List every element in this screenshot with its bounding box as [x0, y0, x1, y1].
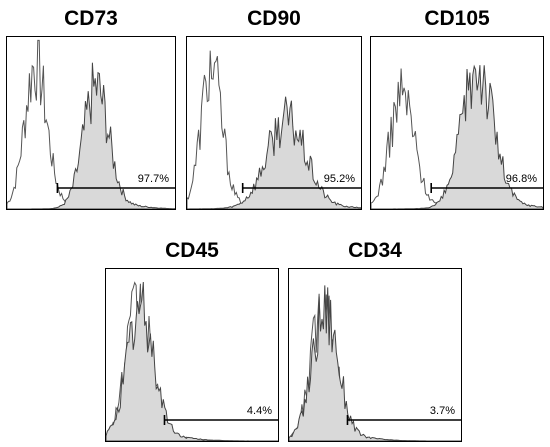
histogram-svg: 96.8%	[371, 64, 543, 209]
gate-percent-label: 97.7%	[138, 173, 169, 185]
panel-title: CD73	[64, 7, 118, 30]
panel-title: CD45	[165, 239, 219, 262]
histogram-svg: 3.7%	[289, 285, 461, 441]
histogram-series-1	[187, 96, 361, 209]
panel-title: CD105	[424, 7, 490, 30]
plot-area: 3.7%	[288, 268, 462, 442]
histogram-svg: 4.4%	[106, 281, 278, 441]
histogram-series-1	[371, 64, 543, 209]
histogram-panel-cd34: CD34 3.7%	[288, 240, 462, 442]
histogram-svg: 97.7%	[7, 39, 175, 209]
histogram-panel-cd73: CD73 97.7%	[6, 8, 176, 210]
histogram-panel-cd105: CD105 96.8%	[370, 8, 544, 210]
plot-area: 95.2%	[186, 36, 362, 210]
plot-area: 97.7%	[6, 36, 176, 210]
gate-percent-label: 95.2%	[324, 173, 355, 185]
gate-percent-label: 96.8%	[506, 173, 537, 185]
plot-area: 96.8%	[370, 36, 544, 210]
plot-area: 4.4%	[105, 268, 279, 442]
gate-percent-label: 4.4%	[247, 405, 272, 417]
panel-title: CD34	[348, 239, 402, 262]
histogram-series-1	[289, 285, 461, 441]
gate-percent-label: 3.7%	[430, 405, 455, 417]
histogram-svg: 95.2%	[187, 50, 361, 209]
histogram-series-1	[106, 281, 278, 441]
histogram-panel-cd90: CD90 95.2%	[186, 8, 362, 210]
histogram-panel-cd45: CD45 4.4%	[105, 240, 279, 442]
histogram-series-1	[7, 62, 175, 209]
panel-title: CD90	[247, 7, 301, 30]
